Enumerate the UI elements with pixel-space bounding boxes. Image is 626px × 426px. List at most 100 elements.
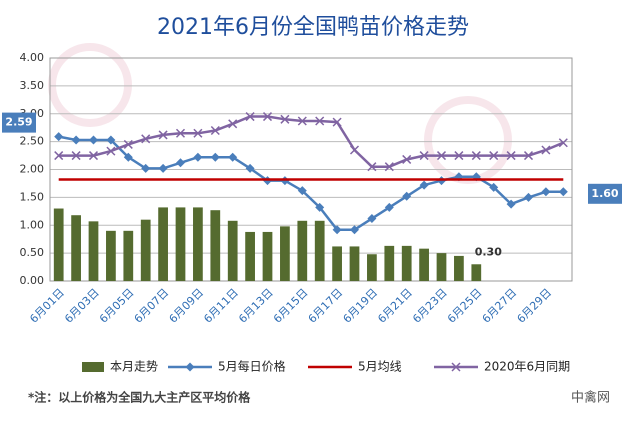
marker <box>245 112 255 122</box>
marker <box>524 192 533 202</box>
data-label-box <box>2 112 36 133</box>
bar <box>280 226 290 281</box>
bar <box>210 210 221 281</box>
marker <box>297 186 307 196</box>
bar <box>71 215 81 281</box>
marker <box>106 146 116 156</box>
marker <box>523 151 534 161</box>
bar <box>262 231 273 281</box>
bar <box>88 221 99 281</box>
y-tick-label: 0.50 <box>20 246 45 259</box>
legend-label: 2020年6月同期 <box>484 360 570 374</box>
y-tick-label: 1.00 <box>20 218 45 231</box>
marker <box>315 116 325 126</box>
chart-title: 2021年6月份全国鸭苗价格走势 <box>157 15 469 40</box>
marker <box>71 151 81 161</box>
bar <box>401 245 412 281</box>
bar <box>419 248 429 281</box>
bar <box>53 208 64 281</box>
marker <box>332 225 342 235</box>
marker <box>210 152 220 162</box>
marker <box>176 158 185 168</box>
marker <box>280 114 290 124</box>
marker <box>471 151 481 161</box>
data-label: 0.30 <box>475 245 502 258</box>
marker <box>123 152 133 162</box>
marker <box>384 202 394 212</box>
marker <box>506 199 516 209</box>
plot-border <box>49 57 573 282</box>
marker <box>350 225 359 235</box>
marker <box>367 214 377 224</box>
marker <box>158 163 168 173</box>
marker <box>332 117 342 127</box>
marker <box>558 138 568 148</box>
marker <box>402 191 412 201</box>
marker <box>54 132 64 142</box>
marker <box>558 187 568 197</box>
marker <box>419 180 429 190</box>
marker <box>489 151 499 161</box>
marker <box>210 125 220 136</box>
bar <box>193 207 203 281</box>
marker <box>315 202 325 212</box>
marker <box>54 151 64 161</box>
marker <box>228 152 238 162</box>
bar <box>175 207 186 281</box>
marker <box>175 128 186 138</box>
marker <box>106 135 116 145</box>
marker <box>436 151 447 161</box>
y-tick-label: 1.50 <box>20 190 45 203</box>
marker <box>193 128 203 138</box>
y-tick-label: 2.50 <box>20 135 45 148</box>
marker <box>541 145 551 155</box>
marker <box>451 362 461 372</box>
y-tick-label: 3.50 <box>20 79 45 92</box>
data-label-box <box>588 183 622 204</box>
marker <box>185 362 195 372</box>
marker <box>141 134 151 144</box>
bar <box>367 254 377 281</box>
bar <box>140 219 151 281</box>
marker <box>402 154 412 164</box>
legend-label: 5月均线 <box>358 360 402 374</box>
legend-label: 5月每日价格 <box>218 359 286 374</box>
marker <box>228 119 238 129</box>
y-tick-label: 4.00 <box>20 51 45 64</box>
marker <box>419 151 429 161</box>
legend-swatch <box>82 362 104 372</box>
marker <box>384 162 394 172</box>
marker <box>141 163 151 173</box>
y-tick-label: 2.00 <box>20 163 45 176</box>
marker <box>262 112 273 122</box>
bar <box>106 230 116 281</box>
bar <box>332 246 342 281</box>
bar <box>436 253 447 281</box>
series-line <box>58 115 564 168</box>
marker <box>367 162 377 172</box>
watermark <box>48 43 132 127</box>
y-tick-label: 0.00 <box>20 274 45 287</box>
marker <box>71 135 81 145</box>
bar <box>123 230 134 281</box>
data-label: 1.60 <box>591 187 618 200</box>
legend-label: 本月走势 <box>110 360 158 374</box>
data-label: 2.59 <box>5 116 32 129</box>
marker <box>489 182 499 192</box>
bar <box>454 255 464 281</box>
bar <box>349 246 360 281</box>
footnote: *注：以上价格为全国九大主产区平均价格 <box>28 390 251 405</box>
marker <box>506 151 516 161</box>
marker <box>454 151 464 161</box>
marker <box>245 163 255 173</box>
marker <box>88 151 99 161</box>
marker <box>89 135 98 145</box>
bar <box>471 264 482 281</box>
marker <box>541 187 551 197</box>
marker <box>297 116 307 126</box>
marker <box>123 139 133 149</box>
bar <box>297 220 308 281</box>
bar <box>158 207 168 281</box>
